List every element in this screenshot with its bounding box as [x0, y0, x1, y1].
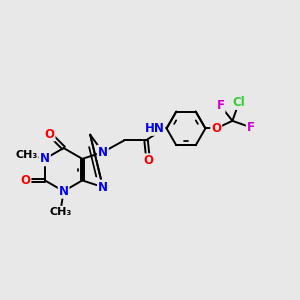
Text: Cl: Cl — [232, 96, 245, 109]
Text: O: O — [143, 154, 153, 167]
Text: CH₃: CH₃ — [49, 207, 71, 217]
Text: N: N — [40, 152, 50, 165]
Text: F: F — [247, 121, 255, 134]
Text: N: N — [58, 185, 69, 198]
Text: O: O — [20, 174, 31, 187]
Text: F: F — [217, 99, 224, 112]
Text: O: O — [211, 122, 221, 135]
Text: N: N — [98, 181, 108, 194]
Text: CH₃: CH₃ — [16, 149, 38, 160]
Text: N: N — [98, 146, 108, 159]
Text: HN: HN — [145, 122, 164, 135]
Text: O: O — [45, 128, 55, 140]
